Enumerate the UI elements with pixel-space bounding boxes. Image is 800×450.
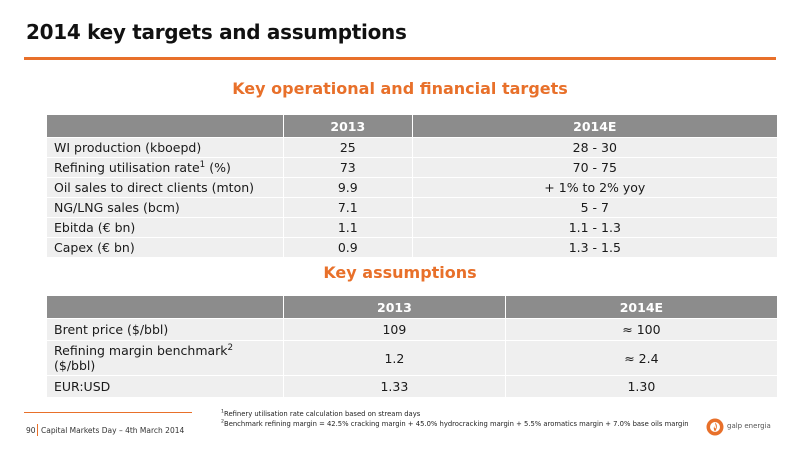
table-row: Refining utilisation rate1 (%) 73 70 - 7… <box>47 157 777 178</box>
header-2014e: 2014E <box>504 296 777 319</box>
header-2013: 2013 <box>283 296 506 319</box>
row-label: Refining utilisation rate1 (%) <box>47 157 284 178</box>
value-2013: 25 <box>283 137 413 158</box>
row-label: Oil sales to direct clients (mton) <box>47 177 284 198</box>
row-label: Capex (€ bn) <box>47 237 284 257</box>
table-header-row: 2013 2014E <box>47 115 777 138</box>
operational-targets-table: 2013 2014E WI production (kboepd) 25 28 … <box>47 115 777 257</box>
value-2014e: 1.3 - 1.5 <box>411 237 777 257</box>
table-row: EUR:USD 1.33 1.30 <box>47 375 777 397</box>
row-label: WI production (kboepd) <box>47 137 284 158</box>
galp-flame-logo-icon <box>706 418 724 436</box>
header-blank-cell <box>47 296 284 319</box>
value-2013: 7.1 <box>283 197 413 218</box>
page-number: 90 <box>26 426 36 435</box>
value-2014e: ≈ 100 <box>504 318 777 341</box>
table-row: Capex (€ bn) 0.9 1.3 - 1.5 <box>47 237 777 257</box>
footnote-1: 1Refinery utilisation rate calculation b… <box>221 409 421 418</box>
header-2013: 2013 <box>283 115 413 138</box>
value-2014e: + 1% to 2% yoy <box>411 177 777 198</box>
value-2014e: 5 - 7 <box>411 197 777 218</box>
value-2014e: ≈ 2.4 <box>504 340 777 376</box>
value-2013: 1.33 <box>283 375 506 397</box>
header-blank-cell <box>47 115 284 138</box>
value-2013: 9.9 <box>283 177 413 198</box>
value-2014e: 1.30 <box>504 375 777 397</box>
key-assumptions-table: 2013 2014E Brent price ($/bbl) 109 ≈ 100… <box>47 296 777 397</box>
value-2013: 109 <box>283 318 506 341</box>
page-number-separator <box>37 424 38 436</box>
row-label: Refining margin benchmark2 ($/bbl) <box>47 340 284 376</box>
logo-wordmark: galp energia <box>727 422 771 430</box>
row-label: Brent price ($/bbl) <box>47 318 284 341</box>
value-2013: 0.9 <box>283 237 413 257</box>
table-row: NG/LNG sales (bcm) 7.1 5 - 7 <box>47 197 777 218</box>
table-row: Oil sales to direct clients (mton) 9.9 +… <box>47 177 777 198</box>
footer-divider <box>24 412 192 413</box>
page-title: 2014 key targets and assumptions <box>26 20 407 44</box>
footnotes: 1Refinery utilisation rate calculation b… <box>221 409 701 429</box>
value-2014e: 28 - 30 <box>411 137 777 158</box>
row-label: NG/LNG sales (bcm) <box>47 197 284 218</box>
event-label: Capital Markets Day – 4th March 2014 <box>41 426 185 435</box>
footnote-2: 2Benchmark refining margin = 42.5% crack… <box>221 419 689 428</box>
table-row: Refining margin benchmark2 ($/bbl) 1.2 ≈ … <box>47 340 777 376</box>
footnote-marker: 1 <box>199 159 206 170</box>
table-header-row: 2013 2014E <box>47 296 777 319</box>
row-label: EUR:USD <box>47 375 284 397</box>
footnote-marker: 2 <box>227 342 234 353</box>
table-row: Ebitda (€ bn) 1.1 1.1 - 1.3 <box>47 217 777 238</box>
title-divider <box>24 57 776 60</box>
operational-targets-heading: Key operational and financial targets <box>232 79 568 98</box>
value-2014e: 1.1 - 1.3 <box>411 217 777 238</box>
row-label: Ebitda (€ bn) <box>47 217 284 238</box>
value-2013: 73 <box>283 157 413 178</box>
galp-logo: galp energia <box>706 418 778 436</box>
value-2014e: 70 - 75 <box>411 157 777 178</box>
value-2013: 1.2 <box>283 340 506 376</box>
key-assumptions-heading: Key assumptions <box>323 263 477 282</box>
header-2014e: 2014E <box>411 115 777 138</box>
table-row: Brent price ($/bbl) 109 ≈ 100 <box>47 318 777 341</box>
value-2013: 1.1 <box>283 217 413 238</box>
table-row: WI production (kboepd) 25 28 - 30 <box>47 137 777 158</box>
